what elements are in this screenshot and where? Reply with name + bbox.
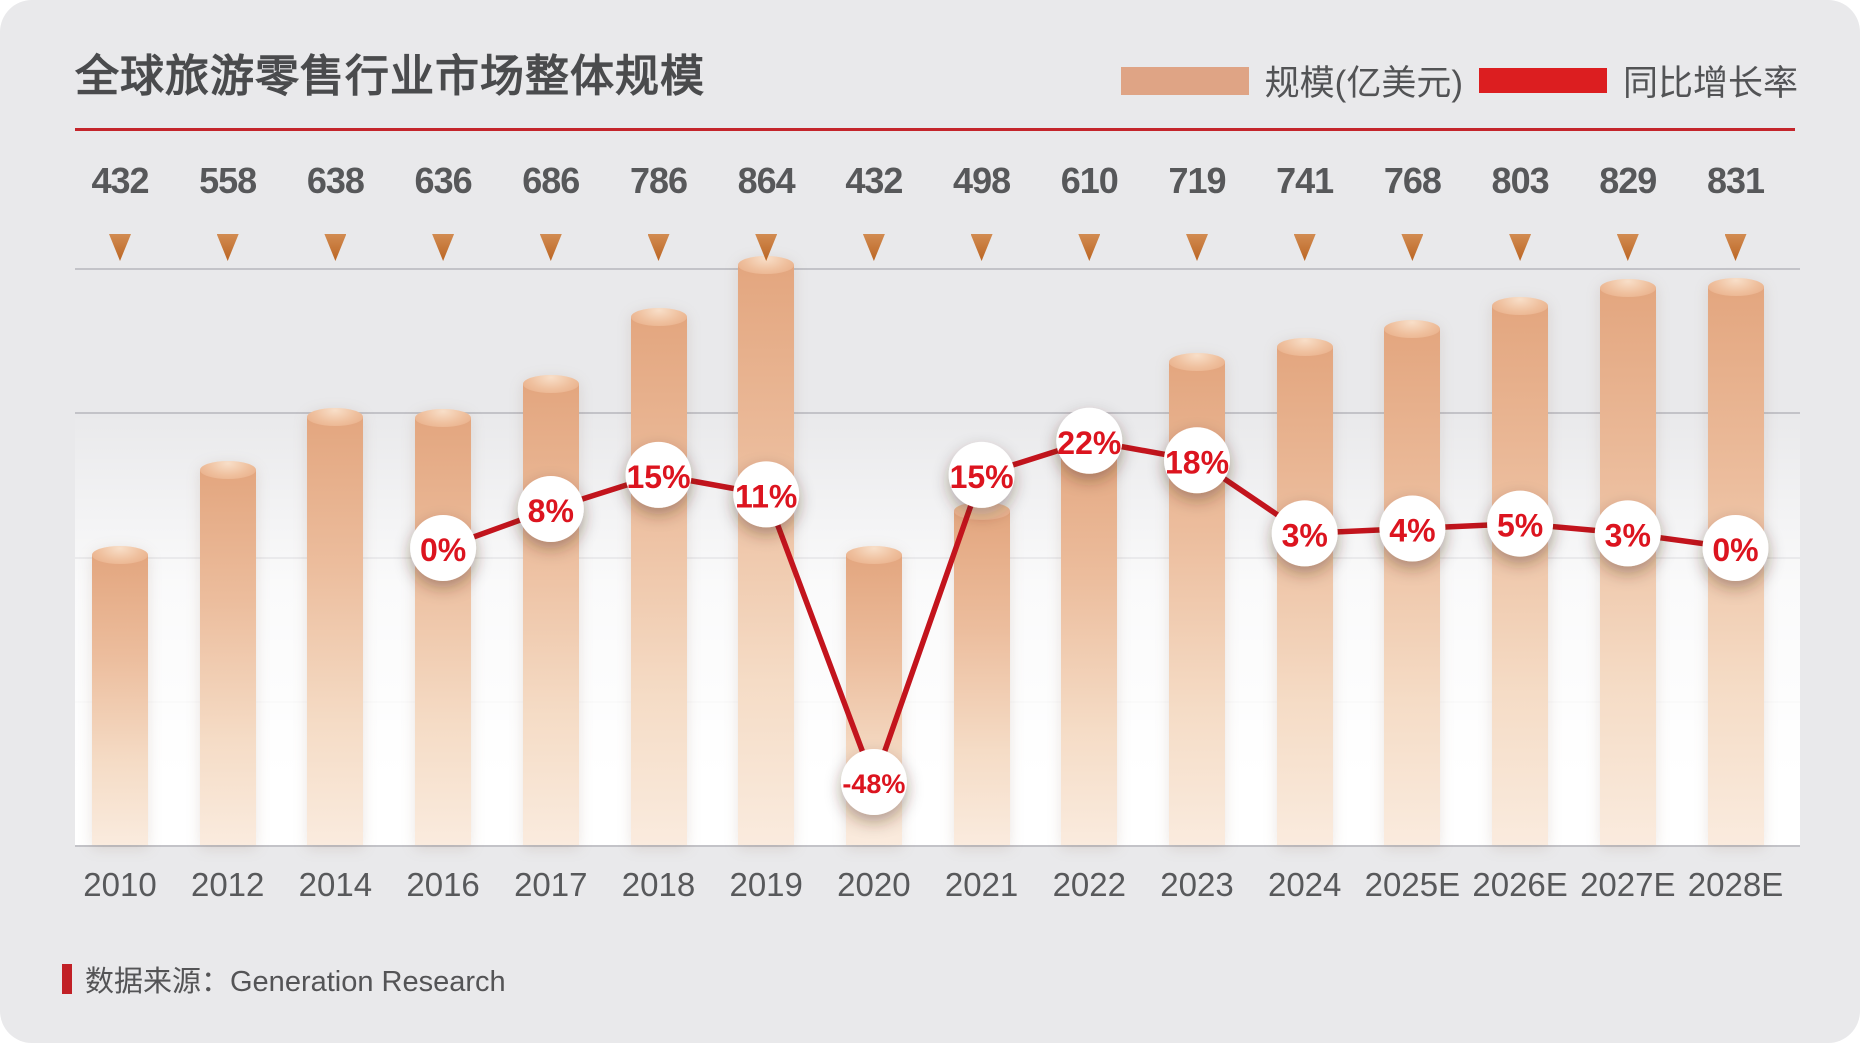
bar-2026E [1492,297,1549,845]
legend: 规模(亿美元) 同比增长率 [1120,55,1798,106]
x-label-2019: 2019 [729,866,803,903]
bar-cap-icon [1169,353,1225,371]
bar-2024 [1276,338,1333,845]
bar-2025E [1384,320,1441,845]
value-label-2026E: 803 [1491,160,1550,201]
legend-label-scale: 规模(亿美元) [1264,64,1463,103]
marker-triangle-icon [1293,234,1316,261]
marker-triangle-icon [647,234,670,261]
marker-triangle-icon [1401,234,1424,261]
marker-triangle-icon [862,234,885,261]
marker-triangle-icon [1186,234,1208,261]
bar-swatch-icon [1120,66,1249,95]
value-label-2024: 741 [1276,160,1334,201]
bar-2020 [845,546,902,845]
legend-item-scale: 规模(亿美元) [1120,55,1463,106]
source-note: 数据来源：Generation Research [62,958,506,1000]
bar-cap-icon [522,375,579,393]
marker-triangle-icon [1724,234,1747,261]
value-label-2025E: 768 [1383,160,1442,201]
bar-cap-icon [1061,426,1118,444]
value-label-2018: 786 [629,160,688,201]
value-label-2022: 610 [1060,160,1119,201]
value-label-2016: 636 [414,160,473,201]
source-red-bar-icon [62,964,72,994]
x-label-2020: 2020 [837,866,911,903]
value-label-2023: 719 [1168,160,1226,201]
bar-cap-icon [1384,320,1441,338]
x-label-2025E: 2025E [1364,866,1461,903]
bar-2028E [1707,278,1764,845]
x-label-2028E: 2028E [1687,866,1784,903]
x-label-2027E: 2027E [1580,866,1676,903]
marker-triangle-icon [216,234,239,261]
marker-triangle-icon [432,234,455,261]
bar-2023 [1169,353,1225,845]
bar-cap-icon [307,408,364,426]
bar-2017 [522,375,579,845]
x-label-2024: 2024 [1267,866,1342,903]
bar-cap-icon [1492,297,1549,315]
x-label-2010: 2010 [83,866,157,903]
bar-cap-icon [1276,338,1333,356]
value-label-2017: 686 [522,160,580,201]
bar-2021 [953,502,1010,845]
bar-cap-icon [415,409,472,427]
x-label-2016: 2016 [406,866,480,903]
bar-cap-icon [738,256,795,274]
bar-2012 [199,461,256,845]
x-label-2017: 2017 [514,866,588,903]
marker-triangle-icon [1509,234,1532,261]
bar-2016 [415,409,472,845]
value-label-2010: 432 [91,160,149,201]
bar-2027E [1599,279,1656,845]
bar-2019 [738,256,795,845]
value-label-2028E: 831 [1706,160,1765,201]
value-label-2014: 638 [306,160,365,201]
x-label-2014: 2014 [298,866,373,903]
marker-triangle-icon [324,234,347,261]
value-label-2027E: 829 [1599,160,1657,201]
title-underline [75,128,1795,131]
marker-triangle-icon [1616,234,1639,261]
marker-triangle-icon [970,234,993,261]
bar-cap-icon [953,502,1010,520]
source-text: 数据来源：Generation Research [85,966,506,998]
bar-cap-icon [92,546,148,564]
bar-cap-icon [1707,278,1764,296]
chart-title: 全球旅游零售行业市场整体规模 [75,52,705,101]
value-label-2021: 498 [953,160,1011,201]
x-label-2023: 2023 [1160,866,1234,903]
legend-item-growth: 同比增长率 [1478,55,1798,106]
x-label-2022: 2022 [1052,866,1126,903]
value-label-2020: 432 [845,160,903,201]
x-label-2026E: 2026E [1472,866,1568,903]
x-label-2018: 2018 [621,866,696,903]
gridline-0 [75,268,1800,270]
gridline-4 [75,845,1800,847]
x-label-2021: 2021 [944,866,1019,903]
x-label-2012: 2012 [190,866,265,903]
bar-cap-icon [630,308,687,326]
legend-label-growth: 同比增长率 [1622,64,1798,103]
bar-cap-icon [1599,279,1656,297]
marker-triangle-icon [109,234,131,261]
bar-2014 [307,408,364,845]
bar-cap-icon [845,546,902,564]
value-label-2012: 558 [199,160,257,201]
bar-2018 [630,308,687,845]
line-swatch-icon [1478,68,1607,93]
marker-triangle-icon [539,234,562,261]
bar-2022 [1061,426,1118,845]
bar-cap-icon [199,461,256,479]
value-label-2019: 864 [737,160,796,201]
bar-2010 [92,546,148,845]
marker-triangle-icon [1078,234,1101,261]
